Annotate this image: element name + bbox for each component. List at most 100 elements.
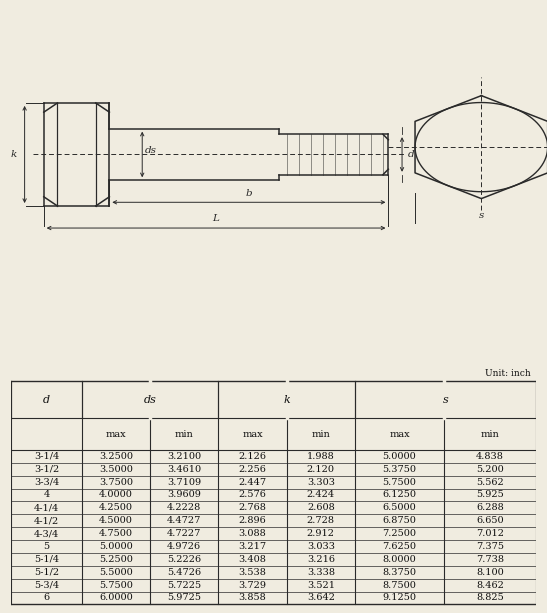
Text: 2.424: 2.424 xyxy=(307,490,335,500)
Text: max: max xyxy=(389,430,410,438)
Text: min: min xyxy=(175,430,194,438)
Text: 7.738: 7.738 xyxy=(476,555,504,564)
Text: d: d xyxy=(408,150,414,159)
Text: 3.033: 3.033 xyxy=(307,542,335,551)
Text: 6.288: 6.288 xyxy=(476,503,504,512)
Text: 3.5000: 3.5000 xyxy=(99,465,133,474)
Text: 6: 6 xyxy=(43,593,49,603)
Text: 4-3/4: 4-3/4 xyxy=(34,529,59,538)
Text: 4.838: 4.838 xyxy=(476,452,504,461)
Text: 3.9609: 3.9609 xyxy=(167,490,201,500)
Text: 5.4726: 5.4726 xyxy=(167,568,201,577)
Text: 2.447: 2.447 xyxy=(238,478,266,487)
Text: 3.7109: 3.7109 xyxy=(167,478,201,487)
Text: 5.925: 5.925 xyxy=(476,490,504,500)
Text: 4.5000: 4.5000 xyxy=(99,516,133,525)
Text: 8.0000: 8.0000 xyxy=(383,555,416,564)
Text: 2.768: 2.768 xyxy=(238,503,266,512)
Text: 6.1250: 6.1250 xyxy=(382,490,416,500)
Text: 1.988: 1.988 xyxy=(307,452,335,461)
Text: 2.608: 2.608 xyxy=(307,503,335,512)
Text: 3-3/4: 3-3/4 xyxy=(34,478,59,487)
Text: 3.2100: 3.2100 xyxy=(167,452,201,461)
Text: 8.100: 8.100 xyxy=(476,568,504,577)
Text: 5.9725: 5.9725 xyxy=(167,593,201,603)
Text: L: L xyxy=(213,215,219,223)
Text: 8.825: 8.825 xyxy=(476,593,504,603)
Text: 3.216: 3.216 xyxy=(307,555,335,564)
Text: Unit: inch: Unit: inch xyxy=(485,369,531,378)
Text: 6.0000: 6.0000 xyxy=(99,593,133,603)
Text: 3.338: 3.338 xyxy=(307,568,335,577)
Text: 7.375: 7.375 xyxy=(476,542,504,551)
Text: 2.120: 2.120 xyxy=(307,465,335,474)
Text: 5.0000: 5.0000 xyxy=(99,542,133,551)
Text: 3.217: 3.217 xyxy=(238,542,266,551)
Text: 2.896: 2.896 xyxy=(238,516,266,525)
Text: 4.4727: 4.4727 xyxy=(167,516,201,525)
Text: 3-1/4: 3-1/4 xyxy=(34,452,59,461)
Text: max: max xyxy=(242,430,263,438)
Text: 6.8750: 6.8750 xyxy=(382,516,416,525)
Text: 5.7225: 5.7225 xyxy=(167,581,201,590)
Text: ds: ds xyxy=(145,147,157,155)
Text: 3.088: 3.088 xyxy=(238,529,266,538)
Text: 5.200: 5.200 xyxy=(476,465,504,474)
Text: min: min xyxy=(481,430,499,438)
Text: 3-1/2: 3-1/2 xyxy=(34,465,59,474)
Text: k: k xyxy=(283,395,290,405)
Text: 3.408: 3.408 xyxy=(238,555,266,564)
Text: 3.2500: 3.2500 xyxy=(99,452,133,461)
Text: 5.2500: 5.2500 xyxy=(99,555,133,564)
Text: 4.2228: 4.2228 xyxy=(167,503,201,512)
Text: 5.7500: 5.7500 xyxy=(99,581,133,590)
Text: 4.9726: 4.9726 xyxy=(167,542,201,551)
Text: 3.729: 3.729 xyxy=(238,581,266,590)
Text: 3.538: 3.538 xyxy=(238,568,266,577)
Text: 3.858: 3.858 xyxy=(238,593,266,603)
Text: 8.462: 8.462 xyxy=(476,581,504,590)
Text: 6.5000: 6.5000 xyxy=(383,503,416,512)
Text: 5.0000: 5.0000 xyxy=(383,452,416,461)
Text: 5.3750: 5.3750 xyxy=(382,465,416,474)
Text: 5: 5 xyxy=(43,542,49,551)
Text: 5-1/4: 5-1/4 xyxy=(34,555,59,564)
Text: ds: ds xyxy=(144,395,156,405)
Text: 4-1/4: 4-1/4 xyxy=(34,503,59,512)
Text: d: d xyxy=(43,395,50,405)
Text: 7.2500: 7.2500 xyxy=(382,529,416,538)
Text: 5.7500: 5.7500 xyxy=(382,478,416,487)
Text: 5.2226: 5.2226 xyxy=(167,555,201,564)
Text: 7.012: 7.012 xyxy=(476,529,504,538)
Text: 4-1/2: 4-1/2 xyxy=(34,516,59,525)
Text: s: s xyxy=(479,211,484,219)
Text: 3.303: 3.303 xyxy=(307,478,335,487)
Text: 4.7227: 4.7227 xyxy=(167,529,201,538)
Text: 8.7500: 8.7500 xyxy=(382,581,416,590)
Text: max: max xyxy=(106,430,126,438)
Text: 4: 4 xyxy=(43,490,50,500)
Text: 2.256: 2.256 xyxy=(238,465,266,474)
Text: 3.521: 3.521 xyxy=(307,581,335,590)
Text: 5.5000: 5.5000 xyxy=(99,568,133,577)
Text: 2.728: 2.728 xyxy=(307,516,335,525)
Text: 4.7500: 4.7500 xyxy=(99,529,133,538)
Text: 2.576: 2.576 xyxy=(238,490,266,500)
Text: 5.562: 5.562 xyxy=(476,478,504,487)
Text: 4.2500: 4.2500 xyxy=(99,503,133,512)
Text: k: k xyxy=(10,150,17,159)
Text: 8.3750: 8.3750 xyxy=(382,568,416,577)
Text: 5-3/4: 5-3/4 xyxy=(34,581,59,590)
Text: 3.7500: 3.7500 xyxy=(99,478,133,487)
Text: 9.1250: 9.1250 xyxy=(382,593,416,603)
Text: 5-1/2: 5-1/2 xyxy=(34,568,59,577)
Text: 2.126: 2.126 xyxy=(238,452,266,461)
Text: 3.642: 3.642 xyxy=(307,593,335,603)
Text: min: min xyxy=(311,430,330,438)
Text: s: s xyxy=(443,395,449,405)
Text: 4.0000: 4.0000 xyxy=(99,490,133,500)
Text: 6.650: 6.650 xyxy=(476,516,504,525)
Text: 2.912: 2.912 xyxy=(307,529,335,538)
Text: 3.4610: 3.4610 xyxy=(167,465,201,474)
Text: b: b xyxy=(246,189,252,197)
